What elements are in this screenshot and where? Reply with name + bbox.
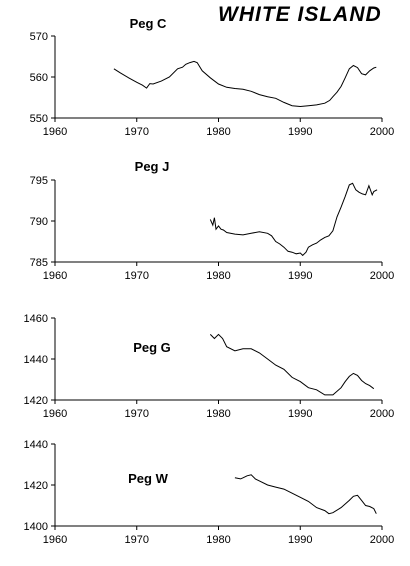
x-tick-label: 1990 [288, 534, 312, 546]
x-tick-label: 1980 [206, 408, 230, 420]
y-tick-label: 790 [30, 216, 48, 228]
series-line [209, 182, 378, 257]
x-tick-label: 1970 [125, 408, 149, 420]
panel-title: Peg W [128, 471, 168, 486]
y-tick-label: 1400 [24, 521, 48, 533]
y-tick-label: 1440 [24, 354, 48, 366]
y-tick-label: 795 [30, 175, 48, 187]
y-tick-label: 1420 [24, 480, 48, 492]
x-tick-label: 2000 [370, 126, 394, 138]
panel-title: Peg J [135, 159, 170, 174]
y-tick-label: 550 [30, 113, 48, 125]
series-line [113, 60, 377, 108]
panel-title: Peg G [133, 340, 171, 355]
y-tick-label: 1460 [24, 313, 48, 325]
x-tick-label: 1980 [206, 126, 230, 138]
x-tick-label: 1960 [43, 126, 67, 138]
x-tick-label: 1960 [43, 270, 67, 282]
y-tick-label: 785 [30, 257, 48, 269]
x-tick-label: 1980 [206, 534, 230, 546]
y-tick-label: 570 [30, 31, 48, 43]
x-tick-label: 1960 [43, 534, 67, 546]
x-tick-label: 1990 [288, 126, 312, 138]
x-tick-label: 1970 [125, 534, 149, 546]
x-tick-label: 2000 [370, 534, 394, 546]
x-tick-label: 1990 [288, 408, 312, 420]
y-tick-label: 1420 [24, 395, 48, 407]
x-tick-label: 1980 [206, 270, 230, 282]
x-tick-label: 1990 [288, 270, 312, 282]
panel-title: Peg C [130, 16, 167, 31]
figure-title: WHITE ISLAND [218, 3, 382, 26]
y-tick-label: 560 [30, 72, 48, 84]
x-tick-label: 1970 [125, 126, 149, 138]
series-line [234, 474, 377, 515]
x-tick-label: 1970 [125, 270, 149, 282]
x-tick-label: 1960 [43, 408, 67, 420]
y-tick-label: 1440 [24, 439, 48, 451]
series-line [209, 333, 375, 396]
x-tick-label: 2000 [370, 270, 394, 282]
x-tick-label: 2000 [370, 408, 394, 420]
